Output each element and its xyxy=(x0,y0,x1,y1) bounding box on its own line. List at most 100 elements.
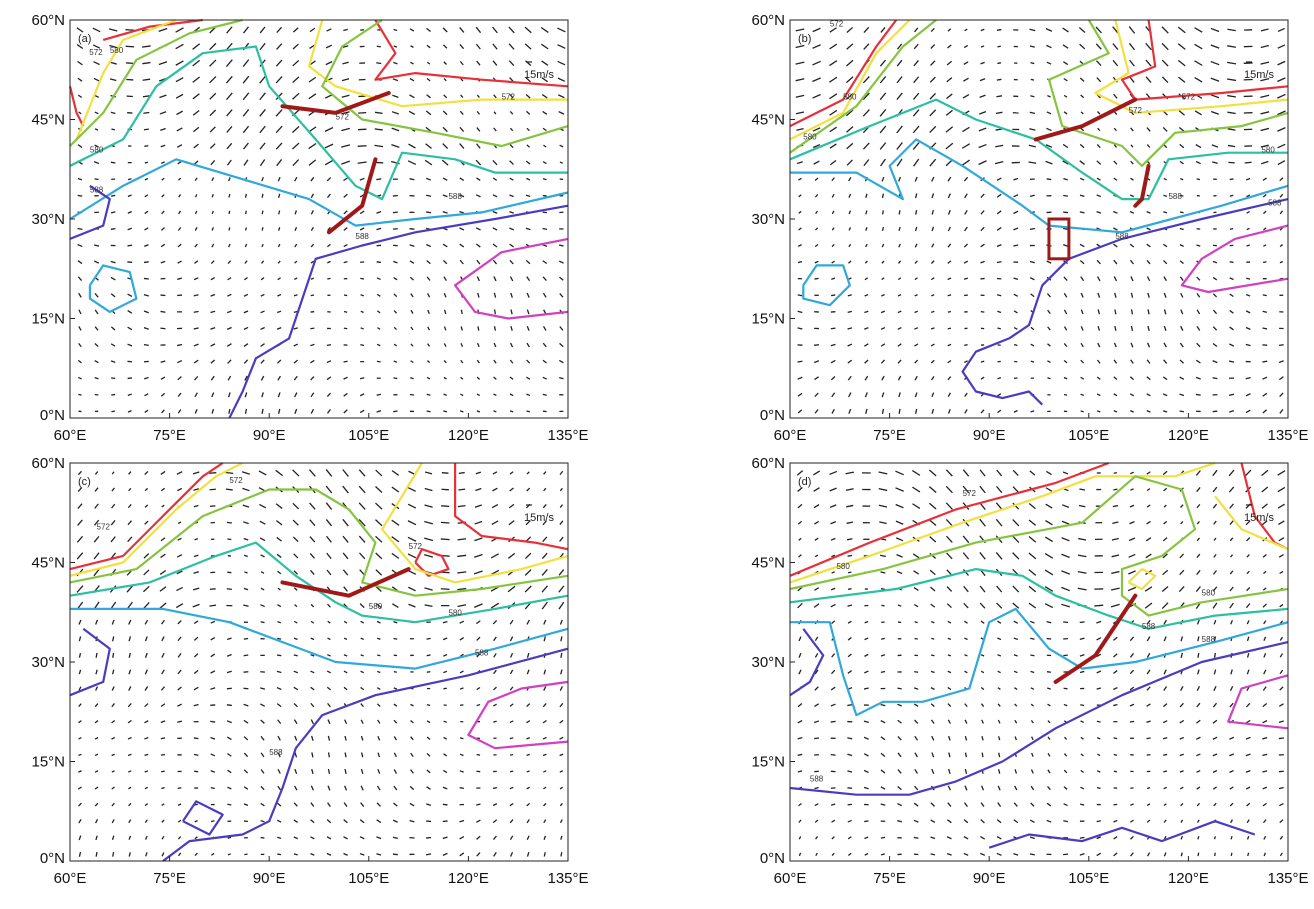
wind-arrow xyxy=(1130,342,1134,348)
wind-arrow xyxy=(226,326,232,331)
wind-arrow xyxy=(509,737,514,740)
wind-arrow xyxy=(1096,143,1101,149)
wind-arrow xyxy=(1145,553,1152,559)
wind-arrow xyxy=(424,504,433,508)
wind-arrow xyxy=(1029,470,1036,476)
wind-arrow xyxy=(78,851,82,857)
wind-arrow xyxy=(1196,686,1201,692)
wind-arrow xyxy=(1079,211,1085,214)
wind-arrow xyxy=(559,702,564,708)
wind-arrow xyxy=(1194,76,1203,83)
wind-arrow xyxy=(845,471,855,475)
wind-arrow xyxy=(1196,292,1201,298)
wind-arrow xyxy=(912,109,920,117)
wind-arrow xyxy=(442,143,449,149)
wind-arrow xyxy=(979,552,986,560)
geopotential-contour-yellow xyxy=(1094,19,1289,114)
contour-label: 588 xyxy=(90,185,104,194)
wind-arrow xyxy=(1063,803,1068,807)
wind-arrow xyxy=(947,44,952,49)
wind-arrow xyxy=(1146,471,1151,475)
wind-arrow xyxy=(294,392,298,398)
wind-arrow xyxy=(161,227,165,231)
wind-arrow xyxy=(508,503,515,509)
y-tick-label: 15°N xyxy=(31,311,65,328)
wind-arrow xyxy=(863,26,870,33)
wind-arrow xyxy=(997,802,1002,807)
contour-label: 588 xyxy=(1115,232,1129,241)
wind-arrow xyxy=(1128,26,1136,34)
wind-arrow xyxy=(1245,603,1251,609)
wind-arrow xyxy=(393,360,398,363)
wind-arrow xyxy=(360,752,364,758)
wind-arrow xyxy=(557,44,566,49)
wind-arrow xyxy=(344,768,347,775)
wind-arrow xyxy=(1230,669,1233,675)
wind-arrow xyxy=(814,686,819,691)
wind-arrow xyxy=(311,735,314,741)
wind-arrow xyxy=(964,768,968,774)
wind-arrow xyxy=(1277,127,1286,132)
wind-arrow xyxy=(125,45,134,48)
wind-arrow xyxy=(392,819,398,823)
wind-arrow xyxy=(193,294,199,297)
wind-arrow xyxy=(812,127,821,132)
wind-arrow xyxy=(980,819,985,824)
wind-arrow xyxy=(1113,737,1118,740)
wind-arrow xyxy=(813,603,820,608)
wind-arrow xyxy=(797,327,803,330)
wind-arrow xyxy=(1279,669,1284,675)
wind-arrow xyxy=(476,819,481,823)
wind-arrow xyxy=(78,686,82,691)
wind-arrow xyxy=(980,687,985,691)
wind-arrow xyxy=(509,819,514,824)
wind-arrow xyxy=(277,570,282,575)
wind-arrow xyxy=(814,819,819,823)
wind-arrow xyxy=(144,720,149,724)
wind-arrow xyxy=(341,94,350,98)
wind-arrow xyxy=(946,586,953,592)
wind-arrow xyxy=(343,294,348,297)
wind-arrow xyxy=(1029,836,1035,840)
wind-arrow xyxy=(225,75,233,84)
wind-arrow xyxy=(393,703,398,707)
x-tick-label: 60°E xyxy=(774,870,807,887)
wind-arrow xyxy=(1047,785,1051,791)
wind-arrow xyxy=(542,736,547,740)
wind-arrow xyxy=(1196,309,1201,315)
wind-arrow xyxy=(865,193,868,198)
wind-arrow xyxy=(1212,326,1218,331)
wind-arrow xyxy=(1279,835,1284,840)
wind-arrow xyxy=(244,243,248,248)
wind-arrow xyxy=(797,392,803,397)
wind-arrow xyxy=(127,227,133,231)
wind-arrow xyxy=(1179,227,1184,231)
wind-arrow xyxy=(277,243,281,248)
wind-arrow xyxy=(226,521,232,524)
wind-arrow xyxy=(476,143,481,149)
wind-arrow xyxy=(393,28,398,32)
wind-arrow xyxy=(261,392,264,398)
wind-arrow xyxy=(1030,720,1034,724)
wind-arrow xyxy=(292,92,300,100)
wind-arrow xyxy=(815,210,819,215)
wind-arrow xyxy=(344,785,348,791)
wind-arrow xyxy=(410,309,414,314)
wind-arrow xyxy=(192,587,200,591)
wind-arrow xyxy=(161,161,165,164)
wind-arrow xyxy=(177,636,182,642)
wind-arrow xyxy=(93,552,100,560)
wind-arrow xyxy=(210,753,216,757)
wind-arrow xyxy=(442,126,448,133)
wind-arrow xyxy=(440,521,450,524)
wind-arrow xyxy=(243,637,249,640)
wind-arrow xyxy=(1130,325,1134,331)
wind-arrow xyxy=(1029,277,1035,281)
wind-arrow xyxy=(442,110,448,116)
wind-arrow xyxy=(1277,110,1286,116)
wind-arrow xyxy=(831,571,835,574)
wind-arrow xyxy=(260,587,265,591)
wind-arrow xyxy=(979,485,986,494)
wind-arrow xyxy=(1063,654,1068,657)
